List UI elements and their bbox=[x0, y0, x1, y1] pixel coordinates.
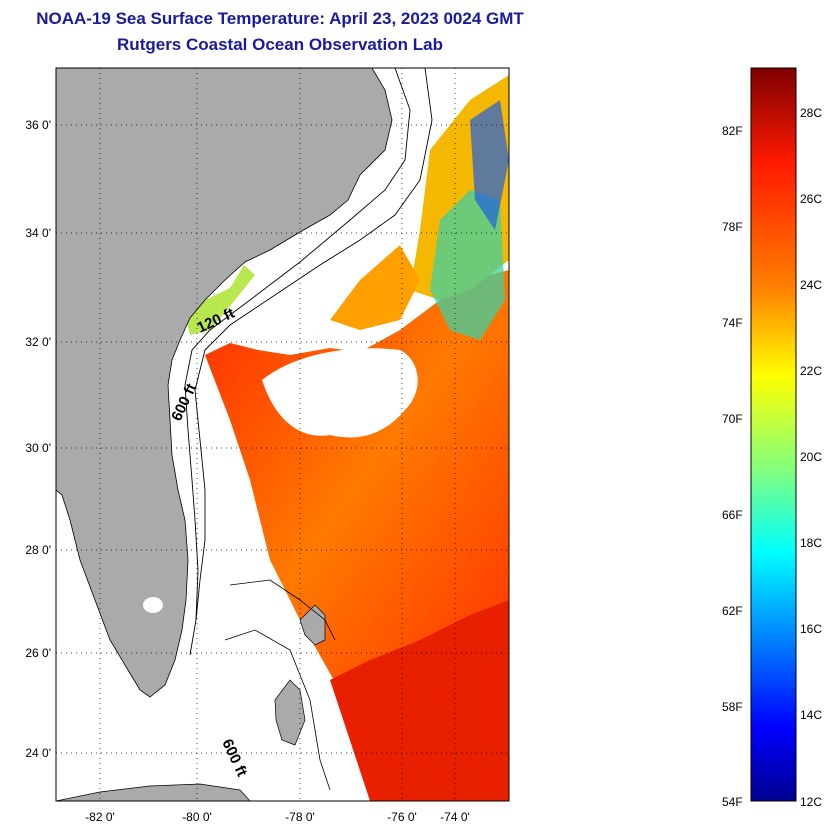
cb-f-58: 58F bbox=[722, 700, 743, 714]
cb-c-16: 16C bbox=[800, 622, 823, 636]
lat-label-32: 32 0' bbox=[25, 335, 51, 349]
cb-f-70: 70F bbox=[722, 412, 743, 426]
cb-c-20: 20C bbox=[800, 450, 823, 464]
cb-f-78: 78F bbox=[722, 220, 743, 234]
cb-c-28: 28C bbox=[800, 106, 823, 120]
map-frame bbox=[55, 67, 510, 802]
chart-title: NOAA-19 Sea Surface Temperature: April 2… bbox=[36, 9, 524, 28]
cb-c-24: 24C bbox=[800, 278, 823, 292]
cb-f-74: 74F bbox=[722, 316, 743, 330]
lat-label-34: 34 0' bbox=[25, 226, 51, 240]
cb-f-62: 62F bbox=[722, 604, 743, 618]
cb-f-54: 54F bbox=[722, 795, 743, 809]
lake-okeechobee bbox=[143, 597, 163, 613]
cb-c-14: 14C bbox=[800, 708, 823, 722]
land-bahamas-andros bbox=[274, 679, 306, 746]
cb-c-18: 18C bbox=[800, 536, 823, 550]
lat-label-28: 28 0' bbox=[25, 543, 51, 557]
lon-label-82: -82 0' bbox=[85, 810, 115, 824]
land-cuba bbox=[56, 783, 251, 801]
contour-120ft bbox=[184, 68, 411, 656]
lon-label-78: -78 0' bbox=[285, 810, 315, 824]
chart-subtitle: Rutgers Coastal Ocean Observation Lab bbox=[117, 35, 443, 54]
cb-c-22: 22C bbox=[800, 364, 823, 378]
cb-f-82: 82F bbox=[722, 124, 743, 138]
sst-patch-blue bbox=[470, 100, 509, 230]
cb-f-66: 66F bbox=[722, 508, 743, 522]
lat-label-30: 30 0' bbox=[25, 441, 51, 455]
sst-patch-cool bbox=[430, 190, 505, 340]
sst-swath-south bbox=[330, 600, 509, 801]
cb-c-12: 12C bbox=[800, 795, 823, 809]
graticule bbox=[56, 68, 509, 801]
sst-patch-mid bbox=[330, 245, 420, 330]
lon-label-76: -76 0' bbox=[387, 810, 417, 824]
lon-label-80: -80 0' bbox=[182, 810, 212, 824]
land-us-coast bbox=[56, 68, 393, 698]
lat-label-36: 36 0' bbox=[25, 118, 51, 132]
contour-600ft bbox=[194, 68, 433, 621]
lat-label-24: 24 0' bbox=[25, 746, 51, 760]
colorbar bbox=[750, 67, 797, 802]
lon-label-74: -74 0' bbox=[440, 810, 470, 824]
cb-c-26: 26C bbox=[800, 192, 823, 206]
cloud-gap bbox=[262, 348, 418, 438]
lat-label-26: 26 0' bbox=[25, 646, 51, 660]
contour-bahamas bbox=[224, 579, 336, 791]
sst-patch-coast bbox=[186, 265, 255, 335]
